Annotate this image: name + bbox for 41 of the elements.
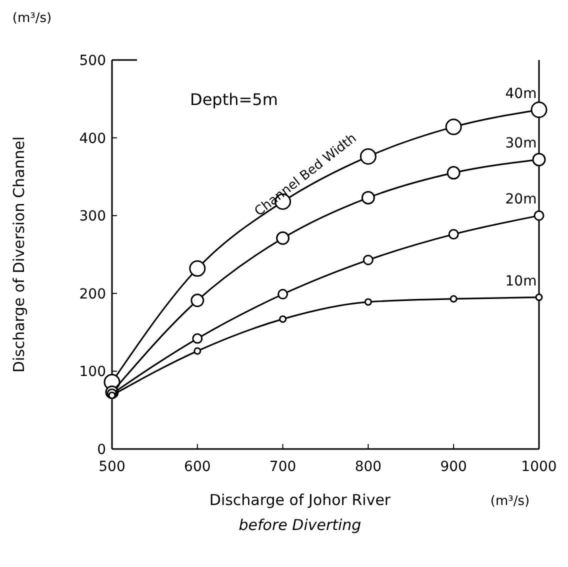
point [361,190,375,204]
point [189,260,206,277]
point [450,295,458,303]
y-axis-title: Discharge of Diversion Channel [10,136,28,373]
point [364,298,372,306]
point [190,294,204,308]
x-tick-label: 600 [184,459,211,475]
point [534,210,544,221]
point [448,229,459,240]
series-label: 30m [505,136,537,152]
point [279,315,287,323]
y-tick-label: 0 [97,442,106,458]
point [362,254,374,266]
point [445,118,462,136]
point [360,148,376,165]
y-tick-label: 200 [79,286,106,302]
point [194,347,202,355]
series-label: 20m [505,192,537,208]
x-tick-label: 500 [98,459,126,475]
point [192,333,203,344]
point [446,166,460,180]
point [276,231,290,245]
y-tick-label: 400 [79,130,106,147]
y-tick-label: 300 [79,208,106,225]
point [535,294,543,302]
point [530,102,548,118]
text: before Diverting [238,516,362,534]
y-tick-label: 100 [79,364,106,380]
annotation: Depth=5m [190,90,278,109]
text: (m³/s) [490,494,530,509]
x-tick-label: 800 [354,459,382,475]
x-tick-label: 1000 [521,459,557,475]
series-label: 40m [505,86,537,102]
x-tick-label: 900 [440,459,467,475]
x-tick-label: 700 [269,459,296,475]
x-axis-title: Discharge of Johor River [209,491,392,509]
point [278,288,288,300]
y-tick-label: 500 [79,53,106,69]
text: (m³/s) [12,11,52,26]
series-label: 10m [505,273,537,290]
point [532,152,546,166]
